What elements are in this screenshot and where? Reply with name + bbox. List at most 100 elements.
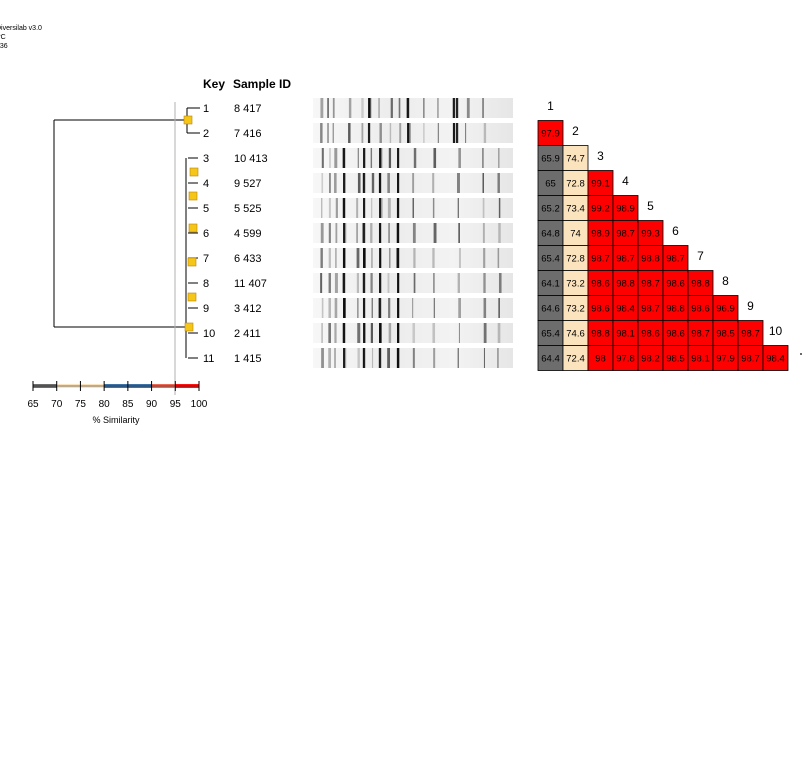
gel-band <box>327 123 329 143</box>
gel-band <box>458 223 460 243</box>
matrix-cell <box>562 295 589 321</box>
gel-band <box>397 148 400 168</box>
gel-band <box>379 123 382 143</box>
gel-band <box>387 273 390 293</box>
matrix-column-label: 9 <box>747 299 754 313</box>
matrix-cell <box>662 295 689 321</box>
gel-strip <box>313 298 513 318</box>
gel-strip-background <box>313 123 513 143</box>
gel-band <box>497 348 499 368</box>
cluster-node <box>183 115 193 125</box>
matrix-cell <box>537 170 564 196</box>
matrix-value: 98.5 <box>716 329 735 340</box>
matrix-cell <box>562 195 589 221</box>
matrix-cell <box>637 295 664 321</box>
gel-band <box>412 198 414 218</box>
gel-strip <box>313 223 513 243</box>
gel-band <box>483 298 487 318</box>
scale-tick-label: 65 <box>27 399 39 410</box>
matrix-value: 98.4 <box>766 354 785 365</box>
matrix-value: 98.6 <box>666 329 685 340</box>
gel-band <box>458 323 460 343</box>
matrix-value: 98.8 <box>666 304 685 315</box>
gel-band <box>453 123 456 143</box>
gel-band <box>483 123 487 143</box>
gel-band <box>343 348 346 368</box>
gel-strip <box>313 123 513 143</box>
gel-band <box>363 348 366 368</box>
gel-band <box>356 248 360 268</box>
gel-band <box>357 173 361 193</box>
gel-band <box>321 348 324 368</box>
gel-band <box>388 298 391 318</box>
gel-band <box>387 348 391 368</box>
software-name: Diversilab v3.0 <box>0 25 42 32</box>
gel-band <box>320 223 324 243</box>
gel-band <box>356 198 359 218</box>
gel-strip <box>313 348 513 368</box>
gel-band <box>328 323 331 343</box>
matrix-cell <box>587 195 614 221</box>
gel-band <box>483 348 485 368</box>
gel-band <box>348 98 352 118</box>
scale-tick-label: 100 <box>191 399 208 410</box>
gel-band <box>397 223 400 243</box>
matrix-value: 74 <box>570 229 581 240</box>
matrix-value: 74.7 <box>566 154 585 165</box>
gel-band <box>412 173 415 193</box>
gel-band <box>397 273 400 293</box>
gel-band <box>357 148 359 168</box>
gel-band <box>412 323 416 343</box>
matrix-value: 97.9 <box>541 129 560 140</box>
matrix-cell <box>612 245 639 271</box>
gel-band <box>458 298 461 318</box>
gel-band <box>457 173 460 193</box>
gel-band <box>370 223 373 243</box>
cluster-node <box>188 223 198 233</box>
gel-band <box>412 348 415 368</box>
gel-band <box>390 98 393 118</box>
gel-band <box>457 348 459 368</box>
gel-band <box>399 123 402 143</box>
matrix-value: 64.6 <box>541 304 560 315</box>
matrix-cell <box>587 170 614 196</box>
gel-band <box>483 248 486 268</box>
gel-band <box>432 323 436 343</box>
gel-band <box>356 273 360 293</box>
matrix-column-label: 10 <box>769 324 783 338</box>
gel-band <box>498 223 501 243</box>
matrix-cell <box>637 320 664 346</box>
scale-tick-label: 95 <box>170 399 182 410</box>
gel-band <box>343 173 346 193</box>
matrix-value: 72.8 <box>566 254 585 265</box>
matrix-value: 98.7 <box>741 354 760 365</box>
cluster-node <box>187 292 197 302</box>
gel-band <box>335 248 337 268</box>
sample-id: 2 411 <box>234 328 261 340</box>
cluster-node <box>189 167 199 177</box>
scale-tick-label: 70 <box>51 399 63 410</box>
matrix-value: 64.1 <box>541 279 560 290</box>
dendrogram-tree <box>53 107 200 359</box>
gel-band <box>483 273 486 293</box>
matrix-value: 73.2 <box>566 304 585 315</box>
sample-id: 4 599 <box>234 228 262 240</box>
gel-band <box>379 248 382 268</box>
gel-strip <box>313 323 513 343</box>
matrix-value: 74.6 <box>566 329 585 340</box>
sample-id: 8 417 <box>234 103 262 115</box>
gel-band <box>432 173 435 193</box>
matrix-value: 65.9 <box>541 154 560 165</box>
matrix-value: 98.7 <box>591 254 610 265</box>
gel-band <box>453 98 456 118</box>
gel-band <box>498 148 500 168</box>
gel-band <box>343 298 346 318</box>
sample-id-column-header: Sample ID <box>233 77 292 91</box>
gel-band <box>482 148 484 168</box>
gel-strip <box>313 198 513 218</box>
matrix-value: 73.2 <box>566 279 585 290</box>
matrix-value: 98.1 <box>616 329 635 340</box>
gel-band <box>321 173 324 193</box>
matrix-cell <box>562 345 589 371</box>
